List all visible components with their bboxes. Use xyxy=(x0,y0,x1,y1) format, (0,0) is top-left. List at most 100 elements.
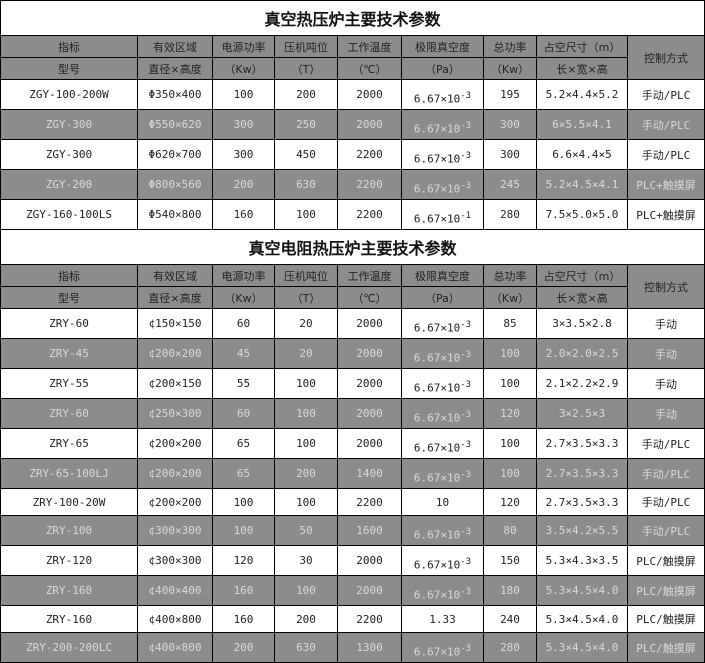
cell-model: ZRY-100-20W xyxy=(0,488,138,516)
cell-vacuum: 6.67×10-3 xyxy=(401,308,484,339)
cell-power: 45 xyxy=(212,338,275,369)
vacuum-base: 10 xyxy=(435,495,450,509)
cell-size: 2.7×3.5×3.3 xyxy=(536,458,628,489)
cell-model: ZRY-160 xyxy=(0,575,138,606)
vacuum-exponent: -3 xyxy=(460,350,472,361)
cell-model: ZRY-60 xyxy=(0,308,138,339)
cell-tonnage: 200 xyxy=(274,458,338,489)
cell-tonnage: 250 xyxy=(274,109,338,140)
cell-model: ZRY-55 xyxy=(0,368,138,399)
cell-size: 5.2×4.4×5.2 xyxy=(536,79,628,110)
vacuum-base: 6.67×10 xyxy=(413,442,461,455)
column-header-unit: （T） xyxy=(274,57,338,80)
cell-area: Φ540×800 xyxy=(137,199,213,230)
cell-area: ¢250×300 xyxy=(137,398,213,429)
header-row: 指标 有效区域 电源功率 压机吨位 工作温度 极限真空度 总功率 占空尺寸（m） 控制方式 xyxy=(0,35,705,80)
cell-control: PLC/触摸屏 xyxy=(626,605,705,633)
table-row: ZRY-100 ¢300×300 100 50 1600 6.67×10-3 80 3.5×4… xyxy=(0,515,705,546)
cell-control: 手动 xyxy=(626,338,705,369)
column-header: 压机吨位 xyxy=(274,264,338,287)
column-header-unit: （Pa） xyxy=(401,286,484,309)
vacuum-base: 6.67×10 xyxy=(413,322,461,335)
cell-tonnage: 200 xyxy=(274,605,338,633)
cell-power: 60 xyxy=(212,308,275,339)
cell-power: 160 xyxy=(212,575,275,606)
cell-tonnage: 100 xyxy=(274,488,338,516)
cell-size: 5.3×4.5×4.0 xyxy=(536,605,628,633)
cell-total: 280 xyxy=(483,199,537,230)
column-header-control: 控制方式 xyxy=(626,35,705,80)
cell-area: ¢400×400 xyxy=(137,575,213,606)
column-header: 占空尺寸（m） xyxy=(536,264,628,287)
vacuum-exponent: -1 xyxy=(460,211,472,222)
vacuum-exponent: -3 xyxy=(460,151,472,162)
cell-power: 65 xyxy=(212,428,275,459)
cell-model: ZRY-65 xyxy=(0,428,138,459)
cell-total: 100 xyxy=(483,428,537,459)
cell-model: ZGY-160-100LS xyxy=(0,199,138,230)
table-row: ZRY-65-100LJ ¢200×200 65 200 1400 6.67×10-3 10… xyxy=(0,458,705,489)
column-header-unit: （Kw） xyxy=(483,286,537,309)
vacuum-base: 6.67×10 xyxy=(413,123,461,136)
column-header: 电源功率 xyxy=(212,35,275,58)
cell-size: 2.7×3.5×3.3 xyxy=(536,428,628,459)
cell-temp: 2000 xyxy=(337,545,402,576)
cell-control: 手动/PLC xyxy=(626,488,705,516)
column-header: 指标 xyxy=(0,264,138,287)
table-title-row: 真空热压炉主要技术参数 xyxy=(0,0,705,36)
cell-tonnage: 450 xyxy=(274,139,338,170)
cell-power: 100 xyxy=(212,515,275,546)
table-row: ZRY-160 ¢400×400 160 100 2000 6.67×10-3 180 5.3… xyxy=(0,575,705,606)
cell-control: 手动 xyxy=(626,308,705,339)
vacuum-base: 6.67×10 xyxy=(413,589,461,602)
cell-power: 120 xyxy=(212,545,275,576)
cell-vacuum: 6.67×10-3 xyxy=(401,632,484,663)
column-header: 总功率 xyxy=(483,35,537,58)
cell-power: 65 xyxy=(212,458,275,489)
column-header-unit: 长×宽×高 xyxy=(536,57,628,80)
cell-control: PLC/触摸屏 xyxy=(626,545,705,576)
cell-total: 180 xyxy=(483,575,537,606)
cell-area: ¢200×200 xyxy=(137,428,213,459)
cell-size: 7.5×5.0×5.0 xyxy=(536,199,628,230)
cell-vacuum: 6.67×10-3 xyxy=(401,169,484,200)
cell-control: 手动/PLC xyxy=(626,515,705,546)
cell-vacuum: 6.67×10-3 xyxy=(401,458,484,489)
cell-vacuum: 6.67×10-3 xyxy=(401,338,484,369)
column-header: 极限真空度 xyxy=(401,264,484,287)
cell-area: ¢200×150 xyxy=(137,368,213,399)
cell-size: 3×3.5×2.8 xyxy=(536,308,628,339)
cell-temp: 1300 xyxy=(337,632,402,663)
cell-size: 6×5.5×4.1 xyxy=(536,109,628,140)
column-header: 压机吨位 xyxy=(274,35,338,58)
column-header: 工作温度 xyxy=(337,35,402,58)
cell-vacuum: 6.67×10-3 xyxy=(401,515,484,546)
cell-area: Φ620×700 xyxy=(137,139,213,170)
cell-area: Φ550×620 xyxy=(137,109,213,140)
table-title-row: 真空电阻热压炉主要技术参数 xyxy=(0,229,705,265)
cell-vacuum: 1.33 xyxy=(401,605,484,633)
cell-vacuum: 6.67×10-3 xyxy=(401,368,484,399)
cell-vacuum: 6.67×10-3 xyxy=(401,109,484,140)
cell-total: 150 xyxy=(483,545,537,576)
cell-area: ¢400×800 xyxy=(137,632,213,663)
column-header: 有效区域 xyxy=(137,35,213,58)
column-header-unit: 直径×高度 xyxy=(137,286,213,309)
cell-tonnage: 100 xyxy=(274,199,338,230)
cell-power: 160 xyxy=(212,605,275,633)
vacuum-base: 6.67×10 xyxy=(413,352,461,365)
cell-size: 3.5×4.2×5.5 xyxy=(536,515,628,546)
cell-temp: 2200 xyxy=(337,169,402,200)
vacuum-base: 6.67×10 xyxy=(413,183,461,196)
vacuum-exponent: -3 xyxy=(460,644,472,655)
cell-total: 80 xyxy=(483,515,537,546)
column-header: 总功率 xyxy=(483,264,537,287)
cell-area: ¢400×800 xyxy=(137,605,213,633)
cell-size: 6.6×4.4×5 xyxy=(536,139,628,170)
cell-tonnage: 100 xyxy=(274,428,338,459)
cell-temp: 2000 xyxy=(337,338,402,369)
cell-size: 5.3×4.5×4.0 xyxy=(536,575,628,606)
cell-total: 195 xyxy=(483,79,537,110)
cell-control: PLC+触摸屏 xyxy=(626,169,705,200)
column-header-control: 控制方式 xyxy=(626,264,705,309)
